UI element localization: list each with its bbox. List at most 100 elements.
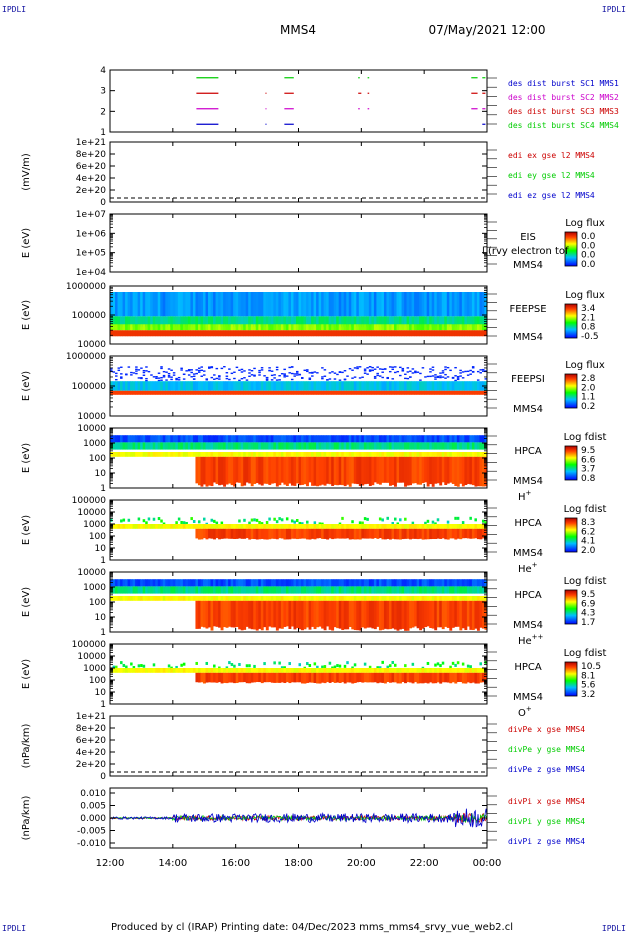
spectrogram-cell xyxy=(358,600,362,631)
spectrogram-cell xyxy=(353,528,357,540)
spectrogram-cell xyxy=(160,586,164,594)
spectrogram-cell xyxy=(391,524,395,529)
instrument-label: HPCA xyxy=(514,518,542,529)
spectrogram-cell xyxy=(449,528,453,539)
spectrogram-cell xyxy=(343,316,347,327)
spectrogram-cell xyxy=(366,456,370,484)
spectrogram-cell xyxy=(167,292,171,317)
spectrogram-cell xyxy=(240,371,244,373)
spectrogram-cell xyxy=(318,316,322,327)
spectrogram-cell xyxy=(434,376,437,378)
spectrogram-cell xyxy=(361,579,365,587)
spectrogram-cell xyxy=(263,292,267,317)
spectrogram-cell xyxy=(376,372,379,375)
spectrogram-cell xyxy=(170,381,174,391)
species-charge: + xyxy=(532,561,538,569)
spectrogram-cell xyxy=(401,330,405,337)
spectrogram-cell xyxy=(185,381,189,391)
spectrogram-cell xyxy=(243,435,247,443)
spectrogram-cell xyxy=(280,524,284,529)
spectrogram-cell xyxy=(484,672,487,684)
spectrogram-cell xyxy=(363,330,367,337)
series-line xyxy=(109,812,488,825)
spectrogram-cell xyxy=(152,596,156,601)
spectrogram-cell xyxy=(386,330,390,337)
spectrogram-cell xyxy=(414,524,418,529)
spectrogram-cell xyxy=(326,456,330,484)
spectrogram-cell xyxy=(328,586,332,594)
spectrogram-cell xyxy=(306,586,309,594)
ytick-label: 2e+20 xyxy=(76,760,107,770)
spectrogram-cell xyxy=(180,579,184,587)
spectrogram-cell xyxy=(431,316,435,327)
spectrogram-cell xyxy=(122,390,126,395)
spectrogram-cell xyxy=(258,292,262,317)
spectrogram-cell xyxy=(288,596,292,601)
spectrogram-cell xyxy=(366,381,370,391)
spectrogram-cell xyxy=(333,292,337,317)
spectrogram-cell xyxy=(416,672,420,684)
spectrogram-cell xyxy=(436,662,440,666)
spectrogram-cell xyxy=(474,579,478,587)
spectrogram-cell xyxy=(419,381,423,391)
spectrogram-cell xyxy=(240,330,244,337)
spectrogram-cell xyxy=(202,292,206,317)
spectrogram-cell xyxy=(290,668,294,673)
spectrogram-cell xyxy=(424,292,428,317)
spectrogram-cell xyxy=(205,442,209,450)
spectrogram-cell xyxy=(399,668,402,673)
spectrogram-cell xyxy=(275,528,279,540)
spectrogram-cell xyxy=(446,376,450,378)
spectrogram-cell xyxy=(361,390,365,395)
spectrogram-cell xyxy=(444,316,448,327)
spectrogram-cell xyxy=(233,316,237,327)
spectrogram-cell xyxy=(474,324,478,331)
spectrogram-cell xyxy=(371,390,375,395)
spectrogram-cell xyxy=(419,330,423,337)
spectrogram-cell xyxy=(456,442,460,450)
spectrogram-cell xyxy=(449,442,453,450)
spectrogram-cell xyxy=(127,524,131,529)
spectrogram-cell xyxy=(454,672,458,684)
spectrogram-cell xyxy=(469,668,473,673)
spectrogram-cell xyxy=(245,668,249,673)
spectrogram-cell xyxy=(167,368,171,370)
spectrogram-cell xyxy=(363,370,367,372)
spectrogram-cell xyxy=(115,316,118,327)
spectrogram-cell xyxy=(331,600,335,631)
spectrogram-cell xyxy=(208,579,211,587)
colorbar-tick-label: 1.1 xyxy=(581,393,595,403)
spectrogram-cell xyxy=(373,324,377,331)
spectrogram-cell xyxy=(378,316,382,327)
spectrogram-cell xyxy=(162,316,166,327)
spectrogram-cell xyxy=(245,324,249,331)
spectrogram-cell xyxy=(223,292,227,317)
spectrogram-cell xyxy=(152,390,156,395)
spectrogram-cell xyxy=(270,435,274,443)
spectrogram-cell xyxy=(130,435,134,443)
spectrogram-cell xyxy=(187,324,191,331)
spectrogram-cell xyxy=(238,586,242,594)
ytick-label: 1000000 xyxy=(66,352,106,362)
spectrogram-cell xyxy=(356,456,360,485)
spectrogram-cell xyxy=(263,662,266,666)
spectrogram-cell xyxy=(283,292,287,317)
spectrogram-cell xyxy=(318,442,322,450)
spectrogram-cell xyxy=(197,442,201,450)
spectrogram-cell xyxy=(205,381,209,391)
spectrogram-cell xyxy=(235,316,239,327)
spectrogram-cell xyxy=(353,390,357,395)
spectrogram-cell xyxy=(248,330,252,337)
spectrogram-cell xyxy=(298,373,302,376)
spectrogram-cell xyxy=(366,672,370,683)
spectrogram-cell xyxy=(316,528,320,539)
spectrogram-cell xyxy=(434,330,438,337)
spectrogram-cell xyxy=(293,668,297,673)
ytick-label: 1000000 xyxy=(66,282,106,292)
spectrogram-cell xyxy=(215,292,219,317)
spectrogram-cell xyxy=(185,330,189,337)
spectrogram-cell xyxy=(436,375,440,378)
spectrogram-cell xyxy=(404,330,407,337)
ytick-label: 1 xyxy=(100,128,106,138)
spectrogram-cell xyxy=(167,381,171,391)
